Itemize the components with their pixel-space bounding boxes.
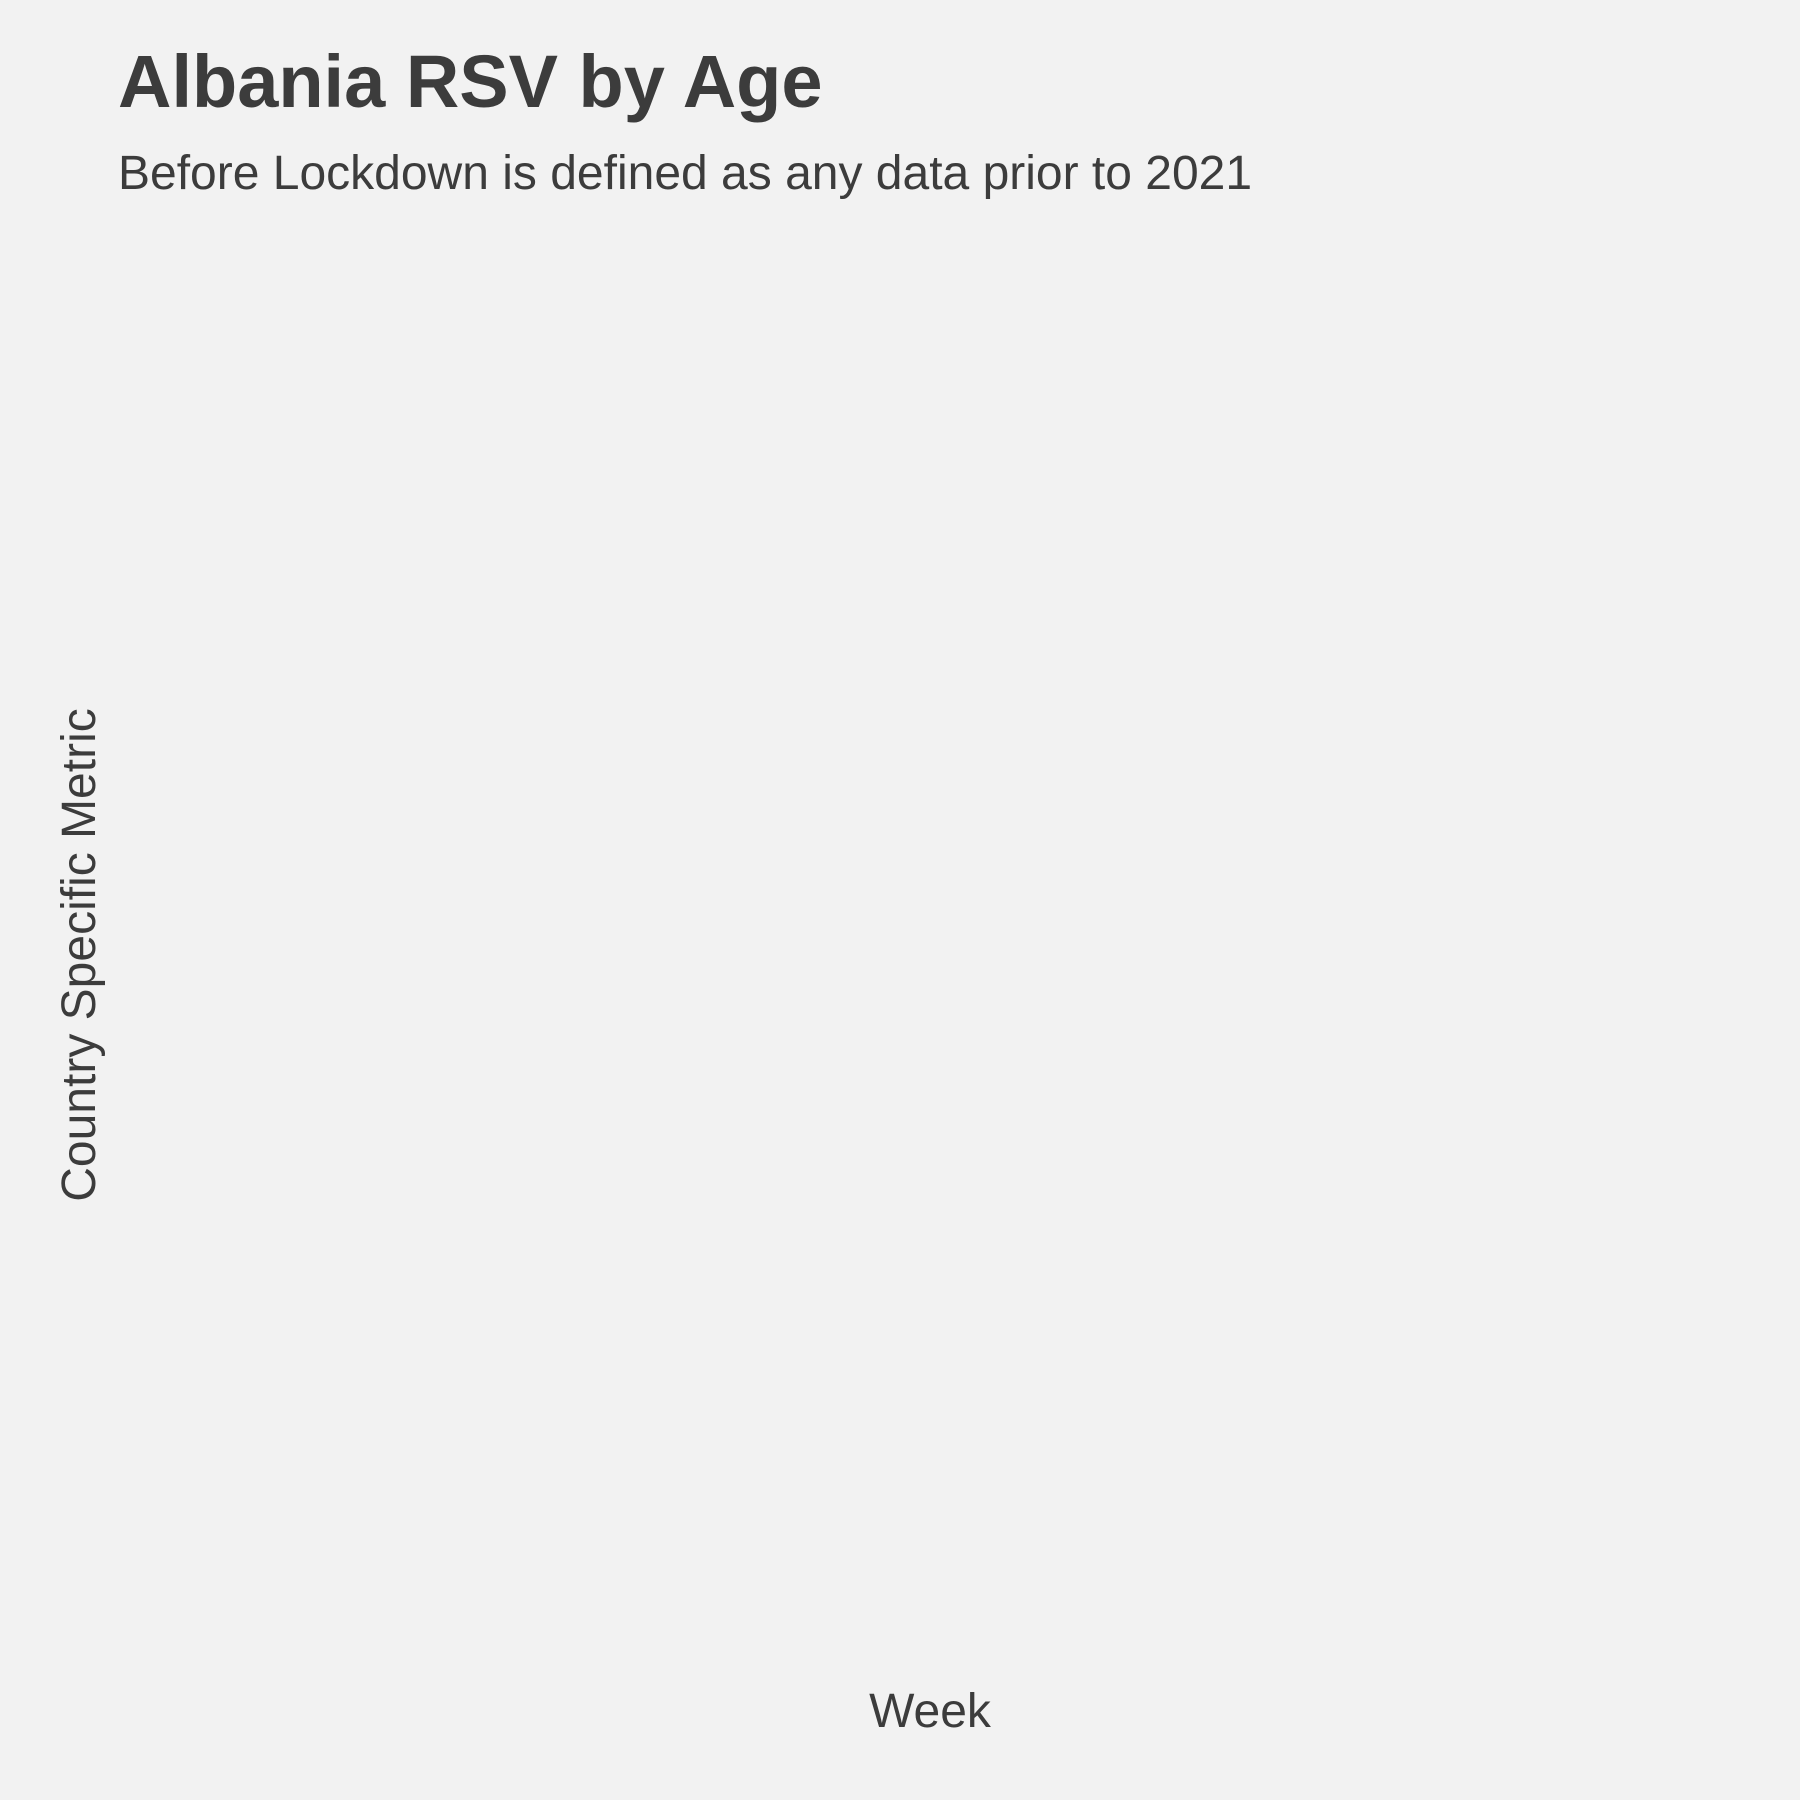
chart-subtitle: Before Lockdown is defined as any data p… xyxy=(118,147,1253,200)
x-axis-label: Week xyxy=(869,1685,991,1738)
plot-area xyxy=(130,240,1770,1670)
y-axis-label: Country Specific Metric xyxy=(53,708,106,1202)
chart-title: Albania RSV by Age xyxy=(118,40,823,123)
